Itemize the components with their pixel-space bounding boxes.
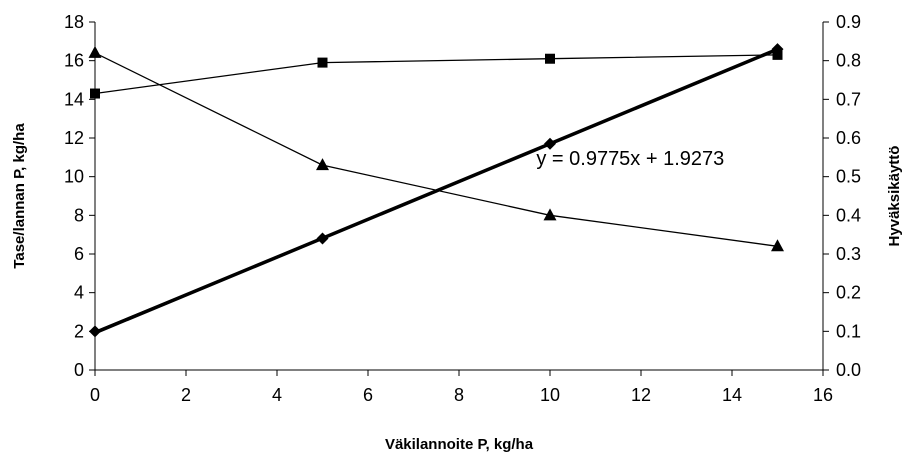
y-tick-label: 12: [64, 128, 84, 148]
x-tick-label: 14: [722, 385, 742, 405]
y-tick-label: 6: [74, 244, 84, 264]
series-diamond: [89, 43, 784, 338]
y-tick-label: 4: [74, 283, 84, 303]
y-tick-label: 14: [64, 89, 84, 109]
y2-tick-label: 0.8: [836, 51, 861, 71]
y-tick-label: 0: [74, 360, 84, 380]
y2-tick-label: 0.7: [836, 89, 861, 109]
y2-tick-label: 0.0: [836, 360, 861, 380]
data-point-diamond: [316, 232, 329, 245]
data-point-square: [317, 57, 328, 68]
y-tick-label: 8: [74, 205, 84, 225]
data-point-diamond: [89, 325, 101, 338]
x-tick-label: 0: [90, 385, 100, 405]
x-tick-label: 4: [272, 385, 282, 405]
series-triangle: [88, 45, 784, 252]
x-tick-label: 16: [813, 385, 833, 405]
y2-tick-label: 0.2: [836, 283, 861, 303]
y-axis-title: Tase/lannan P, kg/ha: [11, 123, 28, 269]
data-point-diamond: [544, 137, 556, 150]
y-tick-label: 10: [64, 167, 84, 187]
y2-tick-label: 0.6: [836, 128, 861, 148]
y2-tick-label: 0.5: [836, 167, 861, 187]
y2-tick-label: 0.1: [836, 321, 861, 341]
x-tick-label: 8: [454, 385, 464, 405]
y-tick-label: 18: [64, 12, 84, 32]
plot-area: [88, 43, 784, 338]
axes: [89, 21, 829, 376]
x-tick-label: 12: [631, 385, 651, 405]
series-line: [94, 48, 778, 332]
y2-tick-label: 0.3: [836, 244, 861, 264]
y2-tick-label: 0.9: [836, 12, 861, 32]
y-tick-label: 2: [74, 321, 84, 341]
data-point-triangle: [771, 239, 784, 252]
x-axis-title: Väkilannoite P, kg/ha: [385, 436, 534, 453]
x-tick-label: 6: [363, 385, 373, 405]
data-point-triangle: [88, 45, 102, 58]
x-tick-label: 10: [540, 385, 560, 405]
y2-axis-title: Hyväksikäyttö: [886, 146, 903, 247]
trendline-equation: y = 0.9775x + 1.9273: [536, 148, 724, 170]
tick-labels: 0 2 4 6 8 10 12 14 16 0 2 4 6 8 10 12 14 16 18 0.0 0.1 0.2 0.3…: [64, 12, 861, 405]
data-point-square: [90, 88, 100, 99]
series-square: [90, 49, 783, 99]
series-line: [94, 54, 778, 95]
series-line: [94, 52, 778, 247]
data-point-triangle: [316, 158, 329, 171]
data-point-square: [545, 53, 555, 64]
x-tick-label: 2: [181, 385, 191, 405]
y2-tick-label: 0.4: [836, 205, 861, 225]
data-point-square: [772, 49, 783, 60]
y-tick-label: 16: [64, 51, 84, 71]
data-point-triangle: [543, 208, 557, 221]
